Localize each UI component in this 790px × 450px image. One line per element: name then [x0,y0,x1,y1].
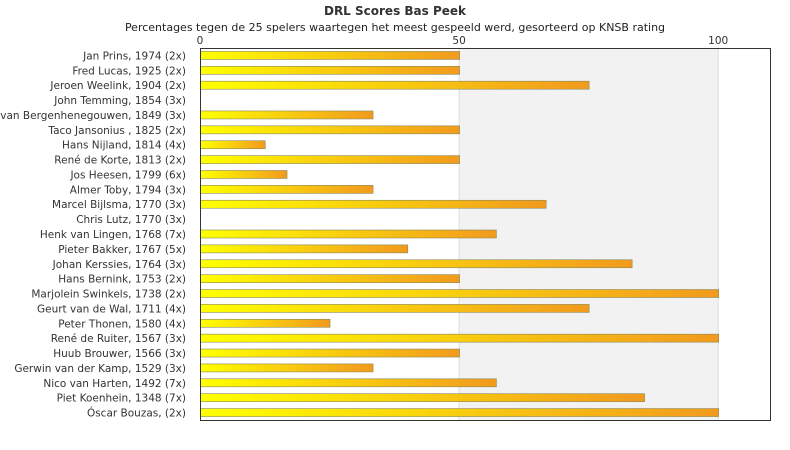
x-tick-label: 50 [452,35,465,47]
category-label: Huub Brouwer, 1566 (3x) [53,348,186,360]
category-label: Pieter Bakker, 1767 (5x) [58,244,186,256]
bar [200,259,633,269]
category-label: Marcel Bijlsma, 1770 (3x) [52,199,186,211]
bar [200,363,374,373]
plot-band [718,48,770,420]
bar [200,110,374,120]
bar [200,333,719,343]
category-label: Johan Kerssies, 1764 (3x) [52,259,186,271]
plot-band [459,48,719,420]
bar [200,185,374,194]
bar [200,304,590,313]
category-label: van Bergenhenegouwen, 1849 (3x) [0,110,186,122]
bar [200,140,266,150]
category-label: Henk van Lingen, 1768 (7x) [40,229,186,241]
bar [200,378,497,388]
bar [200,289,719,298]
bar [200,318,331,328]
bar [200,80,590,90]
bar [200,348,460,358]
bar [200,229,497,239]
category-label: Jeroen Weelink, 1904 (2x) [49,80,186,92]
category-label: Nico van Harten, 1492 (7x) [43,378,186,390]
chart-subtitle: Percentages tegen de 25 spelers waartege… [124,21,666,34]
category-label: Jos Heesen, 1799 (6x) [69,169,186,181]
bar [200,155,460,164]
category-label: René de Korte, 1813 (2x) [54,155,186,167]
bar [200,393,645,402]
category-label: Chris Lutz, 1770 (3x) [76,214,186,226]
category-label: Hans Nijland, 1814 (4x) [62,140,186,152]
category-label: Marjolein Swinkels, 1738 (2x) [31,289,186,301]
x-tick-label: 100 [708,35,728,47]
bar [200,408,719,417]
x-tick-label: 0 [197,35,204,47]
category-label: René de Ruiter, 1567 (3x) [51,333,186,345]
category-label: Peter Thonen, 1580 (4x) [58,318,186,330]
category-label: Piet Koenhein, 1348 (7x) [57,393,186,405]
category-label: John Temming, 1854 (3x) [53,95,186,107]
category-label: Gerwin van der Kamp, 1529 (3x) [14,363,186,375]
chart-title: DRL Scores Bas Peek [323,4,467,18]
category-label: Almer Toby, 1794 (3x) [70,184,186,196]
category-label: Óscar Bouzas, (2x) [87,407,186,420]
bar [200,244,409,254]
bar [200,199,547,209]
bar [200,170,288,179]
plot-area-border [200,48,771,421]
category-label: Fred Lucas, 1925 (2x) [72,65,186,77]
bar [200,274,460,283]
bar [200,125,460,135]
bar [200,66,460,75]
category-label: Geurt van de Wal, 1711 (4x) [37,303,186,315]
category-label: Taco Jansonius , 1825 (2x) [47,125,186,137]
category-label: Hans Bernink, 1753 (2x) [58,274,186,286]
category-label: Jan Prins, 1974 (2x) [82,50,186,62]
bar [200,51,460,60]
